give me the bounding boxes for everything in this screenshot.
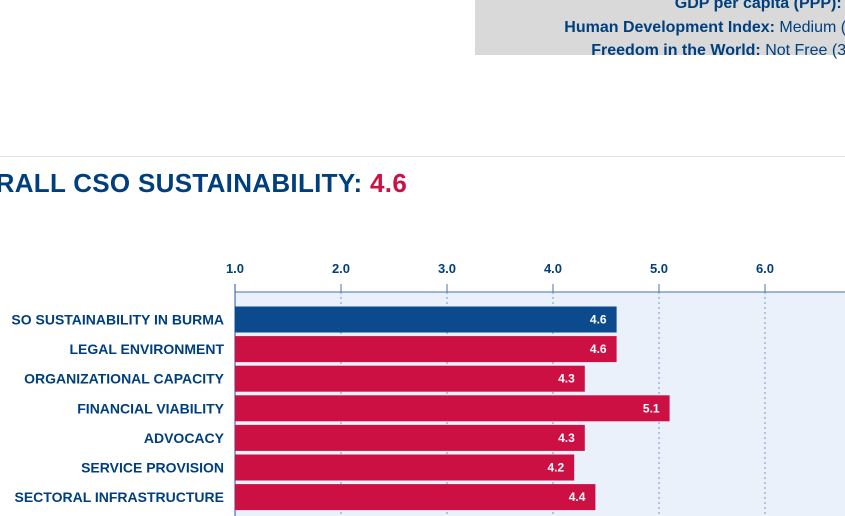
hdi-value: Medium (0 — [779, 19, 845, 36]
bar — [235, 306, 617, 333]
bar — [235, 365, 585, 392]
country-info-box: GDP per capita (PPP): $ Human Developmen… — [475, 0, 845, 59]
category-label: SECTORAL INFRASTRUCTURE — [15, 489, 225, 505]
bar-value-label: 4.6 — [590, 313, 607, 327]
bar — [235, 424, 585, 451]
category-label: ADVOCACY — [144, 430, 225, 446]
category-label: SO SUSTAINABILITY IN BURMA — [11, 312, 224, 328]
category-label: ORGANIZATIONAL CAPACITY — [24, 371, 225, 387]
category-label: FINANCIAL VIABILITY — [77, 400, 224, 416]
title-score: 4.6 — [370, 168, 408, 198]
tick-label: 1.0 — [226, 261, 244, 276]
bar-value-label: 4.6 — [590, 342, 607, 356]
tick-label: 6.0 — [756, 261, 774, 276]
freedom-line: Freedom in the World: Not Free (32 — [591, 41, 845, 61]
page-title: ERALL CSO SUSTAINABILITY: 4.6 — [0, 168, 407, 199]
title-text: ERALL CSO SUSTAINABILITY: — [0, 168, 363, 198]
bar-value-label: 5.1 — [643, 401, 660, 415]
bar-value-label: 4.2 — [548, 461, 565, 475]
bar — [235, 395, 670, 422]
bar — [235, 454, 575, 481]
section-divider — [0, 156, 845, 157]
tick-label: 2.0 — [332, 261, 350, 276]
bar-value-label: 4.3 — [558, 431, 575, 445]
bar-value-label: 4.4 — [569, 490, 586, 504]
tick-label: 4.0 — [544, 261, 562, 276]
category-label: LEGAL ENVIRONMENT — [69, 341, 224, 357]
bar-value-label: 4.3 — [558, 372, 575, 386]
bar — [235, 336, 617, 363]
gdp-line: GDP per capita (PPP): $ — [675, 0, 845, 14]
category-label: SERVICE PROVISION — [81, 460, 224, 476]
gdp-key: GDP per capita (PPP): — [674, 0, 842, 12]
bar — [235, 484, 596, 511]
hdi-line: Human Development Index: Medium (0 — [564, 18, 845, 38]
freedom-value: Not Free (32 — [765, 42, 845, 59]
hdi-key: Human Development Index: — [564, 19, 775, 36]
freedom-key: Freedom in the World: — [591, 42, 761, 59]
tick-label: 3.0 — [438, 261, 456, 276]
tick-label: 5.0 — [650, 261, 668, 276]
